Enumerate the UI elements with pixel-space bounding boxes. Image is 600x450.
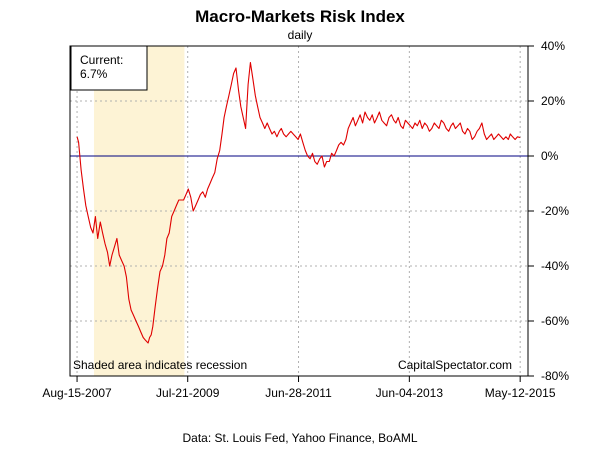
x-gridlines bbox=[76, 46, 521, 376]
current-box-frame bbox=[70, 45, 148, 91]
recession-note: Shaded area indicates recession bbox=[73, 358, 247, 372]
x-tick-label: Jul-21-2009 bbox=[156, 386, 220, 400]
watermark: CapitalSpectator.com bbox=[398, 358, 512, 372]
source-note: Data: St. Louis Fed, Yahoo Finance, BoAM… bbox=[182, 431, 417, 445]
current-value-box: Current: 6.7% bbox=[70, 45, 148, 91]
y-tick-label: 20% bbox=[541, 94, 565, 108]
x-tick-label: Aug-15-2007 bbox=[42, 386, 112, 400]
y-tick-label: -60% bbox=[541, 314, 569, 328]
series-line-risk-index bbox=[76, 61, 521, 344]
y-tick-label: -20% bbox=[541, 204, 569, 218]
plot-area bbox=[69, 45, 529, 377]
current-label: Current: bbox=[80, 53, 123, 67]
x-tick-label: Jun-28-2011 bbox=[265, 386, 332, 400]
x-tick-label: Jun-04-2013 bbox=[376, 386, 444, 400]
recession-shading bbox=[93, 46, 185, 376]
y-tick-label: 0% bbox=[541, 149, 559, 163]
y-tick-label: -80% bbox=[541, 369, 569, 383]
chart-subtitle: daily bbox=[288, 28, 313, 42]
current-value: 6.7% bbox=[80, 67, 108, 81]
chart-title: Macro-Markets Risk Index bbox=[195, 7, 405, 26]
x-tick-label: May-12-2015 bbox=[485, 386, 556, 400]
y-tick-label: 40% bbox=[541, 39, 565, 53]
y-tick-label: -40% bbox=[541, 259, 569, 273]
y-axis: -80% -60% -40% -20% 0% 20% 40% bbox=[528, 39, 569, 383]
x-axis: Aug-15-2007 Jul-21-2009 Jun-28-2011 Jun-04-… bbox=[42, 376, 556, 400]
